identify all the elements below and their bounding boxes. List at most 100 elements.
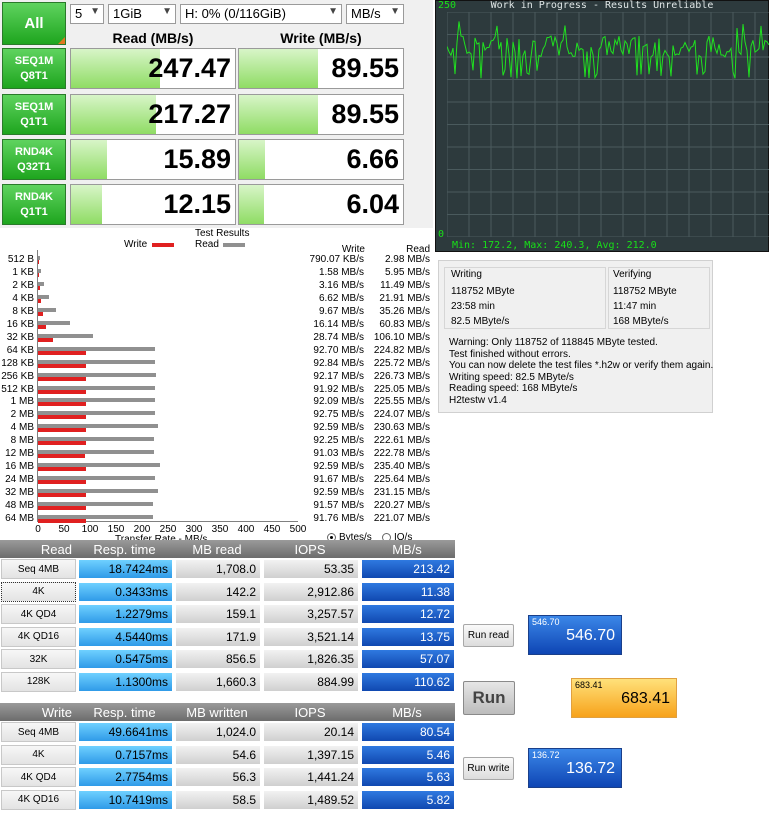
read-score: 546.70 xyxy=(566,627,615,644)
all-button[interactable]: All xyxy=(2,2,66,45)
write-value: 92.59 MB/s xyxy=(313,487,364,499)
write-value: 92.09 MB/s xyxy=(313,396,364,408)
test-label-line2: Q32T1 xyxy=(17,160,51,173)
read-result-bar xyxy=(71,95,157,134)
size-select[interactable]: 1GiB ▼ xyxy=(108,4,176,24)
read-bar xyxy=(38,463,161,468)
read-value: 226.73 MB/s xyxy=(373,370,430,382)
read-value: 221.07 MB/s xyxy=(373,513,430,524)
transfer-rate-chart: Test Results Write Read Write Read 512 B… xyxy=(0,228,433,545)
read-bar xyxy=(38,489,159,494)
test-row-label[interactable]: 4K QD16 xyxy=(1,626,76,647)
category-label: 512 B xyxy=(7,254,34,265)
test-row-label[interactable]: 4K QD16 xyxy=(1,789,76,810)
write-score-small: 136.72 xyxy=(532,750,560,760)
write-value: 16.14 MB/s xyxy=(313,318,364,330)
read-value: 220.27 MB/s xyxy=(373,500,430,512)
write-bar xyxy=(38,415,87,420)
test-label-line2: Q1T1 xyxy=(20,115,48,128)
test-label-button[interactable]: SEQ1M Q1T1 xyxy=(2,94,66,135)
test-row-label[interactable]: 4K xyxy=(1,581,76,602)
category-label: 2 KB xyxy=(12,279,34,291)
monitor-stats: Min: 172.2, Max: 240.3, Avg: 212.0 xyxy=(452,240,657,251)
verifying-title: Verifying xyxy=(613,269,652,280)
read-value: 2.98 MB/s xyxy=(384,254,430,265)
read-bar xyxy=(38,411,155,416)
y-axis xyxy=(37,250,38,521)
category-label: 256 KB xyxy=(1,370,34,382)
megabytes-cell: 58.5 xyxy=(175,789,261,810)
test-label-button[interactable]: RND4K Q1T1 xyxy=(2,184,66,225)
legend-write-label: Write xyxy=(124,239,148,250)
unit-select[interactable]: MB/s ▼ xyxy=(346,4,404,24)
read-value: 224.82 MB/s xyxy=(373,344,430,356)
response-time-cell: 49.6641ms xyxy=(78,722,173,742)
read-result: 247.47 xyxy=(70,48,236,89)
run-button[interactable]: Run xyxy=(463,681,515,715)
test-label-button[interactable]: SEQ1M Q8T1 xyxy=(2,48,66,89)
response-time-cell: 0.3433ms xyxy=(78,581,173,602)
run-read-label: Run read xyxy=(467,630,510,641)
run-label: Run xyxy=(472,688,506,707)
writing-size: 118752 MByte xyxy=(451,286,515,297)
write-bar xyxy=(38,376,86,381)
read-result-value: 15.89 xyxy=(163,144,231,174)
category-label: 16 KB xyxy=(6,318,34,330)
read-bar xyxy=(38,333,94,338)
status-line: Test finished without errors. xyxy=(449,348,571,360)
column-header: MB/s xyxy=(359,703,455,721)
iops-cell: 2,912.86 xyxy=(263,581,359,602)
run-write-button[interactable]: Run write xyxy=(463,757,514,780)
write-bar xyxy=(38,337,53,342)
response-time-cell: 4.5440ms xyxy=(78,626,173,647)
write-bar xyxy=(38,493,87,498)
iops-cell: 53.35 xyxy=(263,559,359,579)
mbps-cell: 5.82 xyxy=(361,789,455,810)
writing-speed: 82.5 MByte/s xyxy=(451,316,510,327)
read-bar xyxy=(38,256,40,260)
column-header: MB read xyxy=(173,540,261,558)
category-label: 64 KB xyxy=(6,344,34,356)
category-label: 24 MB xyxy=(5,474,34,486)
test-row-label[interactable]: 4K xyxy=(1,744,76,765)
response-time-cell: 1.2279ms xyxy=(78,604,173,624)
monitor-plot xyxy=(447,12,769,237)
writing-title: Writing xyxy=(451,269,482,280)
category-label: 4 MB xyxy=(10,422,34,434)
legend-write-swatch xyxy=(152,243,174,247)
test-row-label[interactable]: 4K QD4 xyxy=(1,604,76,624)
mbps-cell: 110.62 xyxy=(361,671,455,692)
iops-cell: 884.99 xyxy=(263,671,359,692)
iops-cell: 3,521.14 xyxy=(263,626,359,647)
response-time-cell: 18.7424ms xyxy=(78,559,173,579)
read-value: 231.15 MB/s xyxy=(373,487,430,499)
status-line: Warning: Only 118752 of 118845 MByte tes… xyxy=(449,337,658,348)
read-result-value: 217.27 xyxy=(148,99,231,129)
x-tick-label: 500 xyxy=(289,524,307,535)
iops-cell: 1,826.35 xyxy=(263,649,359,669)
chart-title: Test Results xyxy=(195,228,250,239)
x-tick-label: 50 xyxy=(58,524,70,535)
test-row-label[interactable]: 32K xyxy=(1,649,76,669)
write-result-bar xyxy=(239,49,318,88)
read-value: 60.83 MB/s xyxy=(379,318,430,330)
write-header: Write (MB/s) xyxy=(280,30,362,46)
test-row-label[interactable]: 4K QD4 xyxy=(1,767,76,787)
test-row-label[interactable]: 128K xyxy=(1,671,76,692)
category-label: 12 MB xyxy=(5,448,34,460)
write-value: 92.75 MB/s xyxy=(313,409,364,421)
verifying-time: 11:47 min xyxy=(613,301,657,312)
drive-select[interactable]: H: 0% (0/116GiB) ▼ xyxy=(180,4,342,24)
write-bar xyxy=(38,480,86,485)
write-bar xyxy=(38,324,47,329)
mbps-cell: 11.38 xyxy=(361,581,455,602)
write-bar xyxy=(38,428,87,433)
crystaldiskmark-panel: All 5 ▼ 1GiB ▼ H: 0% (0/116GiB) ▼ MB/s ▼ Rea… xyxy=(0,0,433,228)
test-row-label[interactable]: Seq 4MB xyxy=(1,722,76,742)
write-result: 6.66 xyxy=(238,139,404,180)
run-read-button[interactable]: Run read xyxy=(463,624,514,647)
test-row-label[interactable]: Seq 4MB xyxy=(1,559,76,579)
test-label-button[interactable]: RND4K Q32T1 xyxy=(2,139,66,180)
runs-select[interactable]: 5 ▼ xyxy=(70,4,104,24)
column-header-write: Write xyxy=(341,244,365,255)
